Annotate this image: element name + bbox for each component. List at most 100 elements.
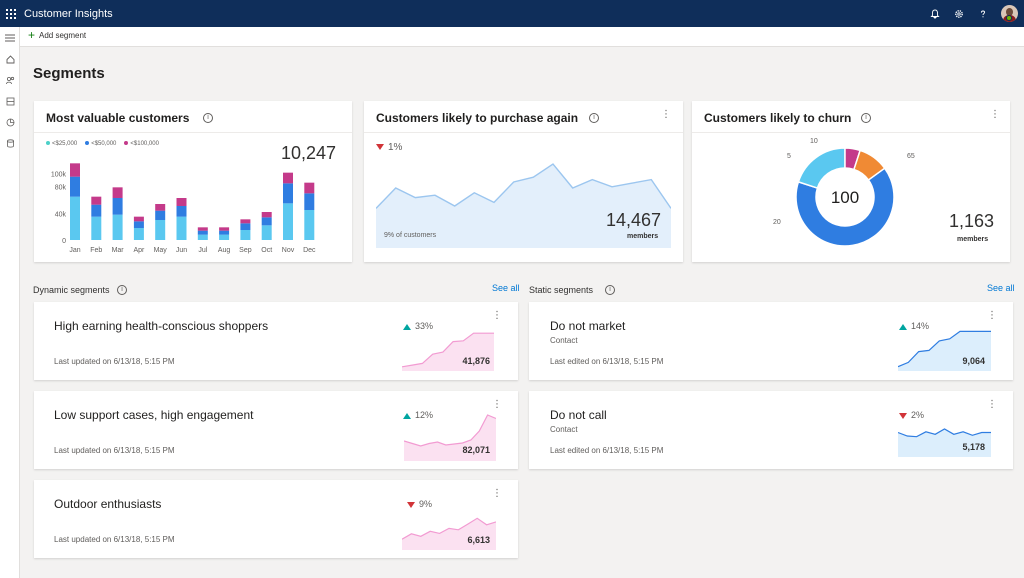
help-icon[interactable] (971, 0, 995, 27)
x-tick-label: Sep (239, 247, 252, 254)
y-tick-label: 40k (55, 211, 67, 218)
see-all-dynamic-link[interactable]: See all (492, 283, 520, 293)
legend-dot (124, 141, 128, 145)
app-title[interactable]: Customer Insights (24, 8, 113, 20)
segment-card[interactable]: High earning health-conscious shoppers L… (34, 302, 518, 380)
bar-segment (283, 203, 293, 240)
segment-title: Outdoor enthusiasts (54, 497, 161, 511)
delta-value: 2% (911, 410, 924, 420)
bar-segment (113, 215, 123, 240)
bar-segment (113, 187, 123, 198)
bar-segment (177, 206, 187, 217)
segment-updated: Last updated on 6/13/18, 5:15 PM (54, 446, 175, 455)
measures-icon[interactable] (4, 116, 16, 128)
info-icon[interactable]: i (203, 113, 213, 123)
card-divider (364, 132, 683, 133)
add-segment-label: Add segment (39, 31, 86, 40)
trend-down-icon (376, 144, 384, 150)
bar-segment (262, 212, 272, 217)
bar-segment (219, 235, 229, 240)
home-icon[interactable] (4, 53, 16, 65)
x-tick-label: Jan (69, 247, 80, 254)
x-tick-label: Feb (90, 247, 102, 254)
bar-segment (304, 183, 314, 194)
legend-item: <$50,000 (85, 141, 116, 147)
bar-segment (134, 217, 144, 222)
hamburger-icon[interactable] (4, 32, 16, 44)
card-title: Customers likely to churn (704, 111, 851, 125)
donut-chart: 65 20 5 10 100 (755, 132, 925, 252)
bar-segment (177, 217, 187, 240)
segment-card[interactable]: Do not market Contact Last edited on 6/1… (529, 302, 1013, 380)
x-tick-label: Nov (282, 247, 295, 254)
legend-label: <$50,000 (91, 141, 116, 147)
bar-segment (70, 197, 80, 240)
segment-card[interactable]: Outdoor enthusiasts Last updated on 6/13… (34, 480, 518, 558)
bell-icon[interactable] (923, 0, 947, 27)
segment-card[interactable]: Do not call Contact Last edited on 6/13/… (529, 391, 1013, 469)
members-label: members (957, 236, 988, 243)
info-icon[interactable]: i (605, 285, 615, 295)
slice-label: 10 (810, 138, 818, 145)
waffle-icon[interactable] (0, 0, 22, 27)
page-title: Segments (33, 65, 105, 82)
add-segment-button[interactable]: + Add segment (28, 30, 86, 40)
legend-label: <$100,000 (130, 141, 159, 147)
info-icon[interactable]: i (589, 113, 599, 123)
bar-segment (240, 230, 250, 240)
y-tick-label: 100k (51, 171, 67, 178)
x-tick-label: Jul (198, 247, 207, 254)
y-tick-label: 80k (55, 185, 67, 192)
bar-segment (155, 211, 165, 220)
more-icon[interactable]: ⋮ (990, 110, 1000, 120)
segment-count: 9,064 (962, 356, 985, 366)
add-icon: + (28, 30, 35, 40)
bar-segment (240, 219, 250, 223)
bar-segment (113, 198, 123, 215)
command-bar: + Add segment (0, 27, 1024, 47)
bar-segment (91, 197, 101, 205)
trend-down-icon (899, 413, 907, 419)
legend-label: <$25,000 (52, 141, 77, 147)
bar-segment (240, 223, 250, 230)
bar-segment (91, 205, 101, 217)
purchase-again-count: 14,467 (606, 210, 661, 231)
delta-value: 9% (419, 499, 432, 509)
dynamic-segments-label: Dynamic segments (33, 285, 110, 295)
segments-icon[interactable] (4, 95, 16, 107)
legend-item: <$100,000 (124, 141, 159, 147)
x-tick-label: Mar (112, 247, 125, 254)
bar-segment (219, 231, 229, 235)
bar-segment (198, 231, 208, 235)
info-icon[interactable]: i (117, 285, 127, 295)
x-tick-label: Oct (261, 247, 272, 254)
static-segments-label: Static segments (529, 285, 593, 295)
info-icon[interactable]: i (861, 113, 871, 123)
more-icon[interactable]: ⋮ (492, 489, 502, 499)
more-icon[interactable]: ⋮ (492, 400, 502, 410)
bar-segment (304, 210, 314, 240)
data-icon[interactable] (4, 137, 16, 149)
segment-count: 82,071 (462, 445, 490, 455)
more-icon[interactable]: ⋮ (492, 311, 502, 321)
legend-dot (46, 141, 50, 145)
donut-slice (798, 148, 845, 188)
bar-segment (283, 173, 293, 184)
more-icon[interactable]: ⋮ (987, 400, 997, 410)
card-divider (34, 132, 352, 133)
legend-dot (85, 141, 89, 145)
people-icon[interactable] (4, 74, 16, 86)
segment-updated: Last updated on 6/13/18, 5:15 PM (54, 535, 175, 544)
card-title: Customers likely to purchase again (376, 111, 578, 125)
see-all-static-link[interactable]: See all (987, 283, 1015, 293)
card-title: Most valuable customers (46, 111, 189, 125)
more-icon[interactable]: ⋮ (661, 110, 671, 120)
segment-title: Do not call (550, 408, 607, 422)
more-icon[interactable]: ⋮ (987, 311, 997, 321)
segment-card[interactable]: Low support cases, high engagement Last … (34, 391, 518, 469)
gear-icon[interactable] (947, 0, 971, 27)
bar-segment (283, 183, 293, 203)
x-tick-label: Dec (303, 247, 316, 254)
x-tick-label: May (154, 247, 168, 254)
